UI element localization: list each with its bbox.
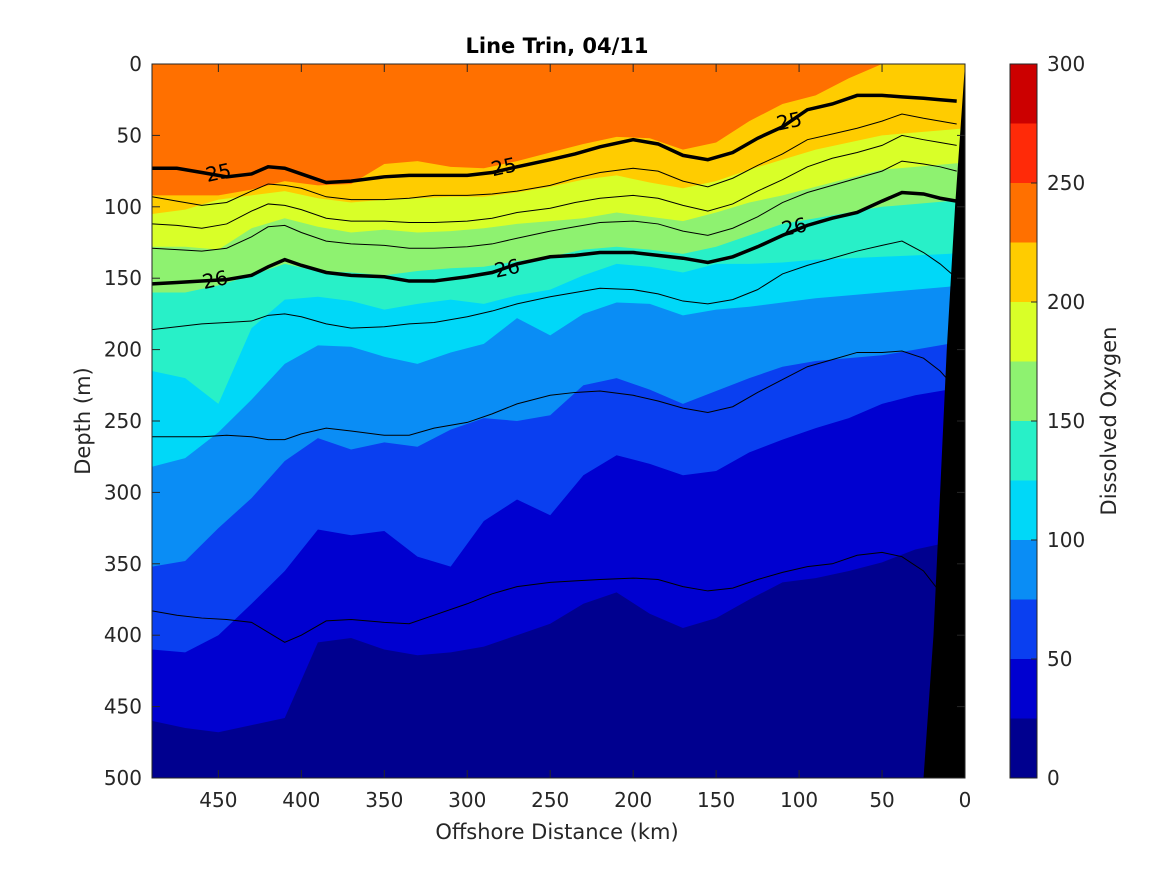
colorbar-tick-label: 50 [1047, 647, 1072, 671]
colorbar-label: Dissolved Oxygen [1097, 327, 1121, 516]
colorbar-swatch [1010, 659, 1037, 719]
contour-label: 26 [492, 254, 522, 283]
contour-label: 26 [779, 212, 809, 241]
x-tick-label: 50 [869, 788, 894, 812]
x-tick-label: 100 [780, 788, 818, 812]
y-tick-label: 350 [104, 552, 142, 576]
x-tick-label: 400 [282, 788, 320, 812]
density-contour-thin [152, 551, 958, 643]
colorbar-swatch [1010, 718, 1037, 778]
y-tick-label: 450 [104, 695, 142, 719]
y-axis-label: Depth (m) [71, 367, 95, 474]
colorbar-tick-label: 250 [1047, 171, 1085, 195]
colorbar-swatch [1010, 361, 1037, 421]
density-contour-thin [152, 350, 958, 441]
colorbar-tick-label: 150 [1047, 409, 1085, 433]
colorbar-tick-label: 300 [1047, 52, 1085, 76]
y-tick-label: 400 [104, 623, 142, 647]
contour-label: 25 [489, 152, 519, 181]
colorbar-swatch [1010, 64, 1037, 124]
density-contour-thin [152, 113, 957, 206]
y-tick-label: 150 [104, 266, 142, 290]
colorbar: 0 50 100 150 200 250 300 [1009, 52, 1085, 790]
contour-fill-group: 25 25 25 26 26 26 [152, 64, 965, 778]
seafloor-land [923, 64, 965, 778]
colorbar-tick-label: 100 [1047, 528, 1085, 552]
plot-area: 25 25 25 26 26 26 [152, 64, 965, 778]
colorbar-swatch [1010, 480, 1037, 540]
colorbar-swatch [1010, 123, 1037, 183]
colorbar-swatch [1010, 421, 1037, 481]
density-contour-26 [152, 190, 958, 286]
x-tick-label: 300 [448, 788, 486, 812]
colorbar-tick-label: 0 [1047, 766, 1060, 790]
axes: 450 400 350 300 250 200 150 100 50 00501001502002… [104, 52, 972, 812]
x-tick-label: 150 [697, 788, 735, 812]
colorbar-swatch [1010, 183, 1037, 243]
contour-label: 26 [200, 265, 230, 294]
density-contour-25 [152, 93, 957, 185]
contour-label: 25 [203, 158, 233, 187]
density-contour-thin [152, 160, 957, 252]
colorbar-swatch [1010, 540, 1037, 600]
colorbar-swatch [1010, 599, 1037, 659]
x-tick-label: 350 [365, 788, 403, 812]
density-contour-thin [152, 240, 958, 331]
y-tick-label: 300 [104, 480, 142, 504]
oxygen-band-9 [152, 64, 965, 196]
x-axis-label: Offshore Distance (km) [435, 820, 678, 844]
colorbar-swatch [1010, 302, 1037, 362]
x-tick-label: 450 [199, 788, 237, 812]
y-tick-label: 500 [104, 766, 142, 790]
x-tick-label: 250 [531, 788, 569, 812]
density-contour-thin [152, 134, 957, 229]
x-tick-label: 200 [614, 788, 652, 812]
colorbar-swatch [1010, 242, 1037, 302]
chart-title: Line Trin, 04/11 [465, 34, 648, 58]
y-tick-label: 200 [104, 338, 142, 362]
colorbar-tick-label: 200 [1047, 290, 1085, 314]
y-tick-label: 100 [104, 195, 142, 219]
x-tick-label: 0 [959, 788, 972, 812]
contour-label: 25 [774, 107, 804, 136]
y-tick-label: 0 [129, 52, 142, 76]
y-tick-label: 250 [104, 409, 142, 433]
y-tick-label: 50 [117, 123, 142, 147]
